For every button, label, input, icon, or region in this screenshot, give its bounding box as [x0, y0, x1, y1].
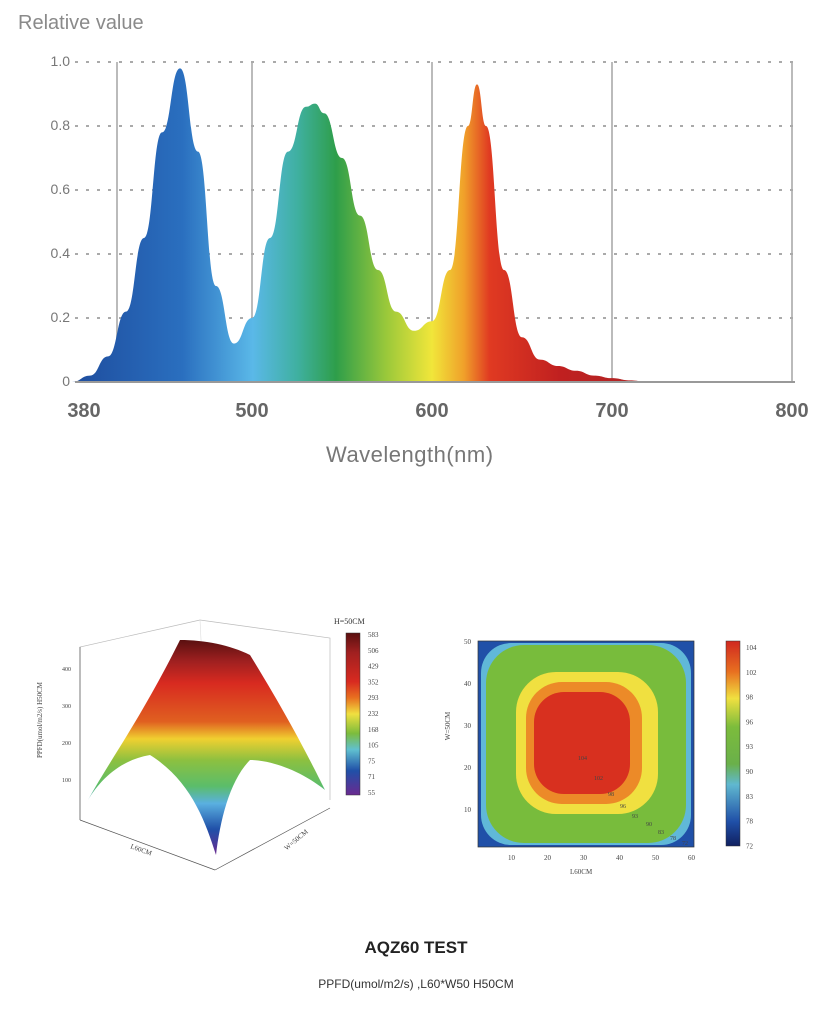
y-tick-label: 1.0	[50, 53, 70, 69]
y-tick-label: 0.6	[50, 181, 70, 197]
colorbar-tick-label: 75	[368, 757, 376, 765]
contour-label: 104	[578, 756, 587, 762]
y-axis-title: Relative value	[18, 12, 144, 34]
colorbar-tick-label: 102	[746, 669, 757, 677]
z-tick-label: 300	[62, 704, 71, 710]
colorbar-tick-label: 352	[368, 678, 379, 686]
colorbar-tick-label: 168	[368, 726, 379, 734]
colorbar-tick-label: 72	[746, 842, 754, 850]
colorbar-tick-label: 506	[368, 647, 379, 655]
surface-3d-plot	[79, 619, 331, 871]
colorbar-tick-label: 93	[746, 743, 754, 751]
contour-label: 102	[594, 776, 603, 782]
surface-z-label: PPFD(umol/m2/s) H50CM	[36, 681, 45, 759]
contour-label: 98	[608, 792, 614, 798]
x-tick-label: 380	[67, 400, 101, 422]
colorbar-tick-label: 105	[368, 742, 379, 750]
y-tick-label: 0.4	[50, 245, 70, 261]
x-tick-label: 20	[544, 854, 552, 862]
x-tick-label: 60	[688, 854, 696, 862]
y-tick-label: 0	[62, 373, 70, 389]
footer-title: AQZ60 TEST	[364, 938, 468, 957]
colorbar-tick-label: 90	[746, 768, 754, 776]
footer-subtitle: PPFD(umol/m2/s) ,L60*W50 H50CM	[318, 977, 514, 991]
contour-label: 90	[646, 822, 652, 828]
heatmap-x-label: L60CM	[570, 868, 593, 876]
y-tick-label: 0.2	[50, 309, 70, 325]
y-tick-label: 10	[464, 806, 472, 814]
x-tick-label: 10	[508, 854, 516, 862]
contour-label: 96	[620, 804, 626, 810]
z-tick-label: 100	[62, 778, 71, 784]
contour-label: 78	[670, 836, 676, 842]
colorbar-tick-label: 71	[368, 773, 376, 781]
colorbar-tick-label: 98	[746, 694, 754, 702]
spectrum-area	[72, 68, 648, 383]
x-tick-label: 800	[775, 400, 809, 422]
z-tick-label: 400	[62, 667, 71, 673]
colorbar-heatmap	[725, 640, 741, 847]
x-tick-label: 30	[580, 854, 588, 862]
colorbar-tick-label: 104	[746, 644, 757, 652]
colorbar-tick-label: 78	[746, 818, 754, 826]
colorbar-tick-label: 583	[368, 631, 379, 639]
colorbar-tick-label: 232	[368, 710, 379, 718]
spectrum-chart: H=50CM 583 506 429 352 293 232 168 105 75 71 55 10…	[62, 61, 795, 871]
colorbar-tick-label: 293	[368, 694, 379, 702]
colorbar-tick-label: 429	[368, 663, 379, 671]
heatmap-y-label: W=50CM	[444, 711, 453, 741]
x-tick-label: 600	[415, 400, 449, 422]
x-tick-label: 700	[595, 400, 629, 422]
y-tick-label: 40	[464, 680, 472, 688]
colorbar1-title: H=50CM	[334, 617, 365, 626]
contour-label: 83	[658, 830, 664, 836]
y-tick-label: 50	[464, 638, 472, 646]
x-tick-label: 40	[616, 854, 624, 862]
colorbar-tick-label: 96	[746, 718, 754, 726]
y-tick-label: 30	[464, 722, 472, 730]
x-tick-label: 50	[652, 854, 660, 862]
y-tick-label: 20	[464, 764, 472, 772]
colorbar-tick-label: 55	[368, 789, 376, 797]
x-axis-title: Wavelength(nm)	[326, 442, 494, 467]
y-tick-label: 0.8	[50, 117, 70, 133]
contour-label: 72	[682, 841, 688, 847]
contour-label: 93	[632, 814, 638, 820]
z-tick-label: 200	[62, 741, 71, 747]
x-tick-label: 500	[235, 400, 269, 422]
heatmap-plot	[477, 640, 695, 848]
colorbar-3d	[345, 632, 361, 796]
colorbar-tick-label: 83	[746, 793, 754, 801]
